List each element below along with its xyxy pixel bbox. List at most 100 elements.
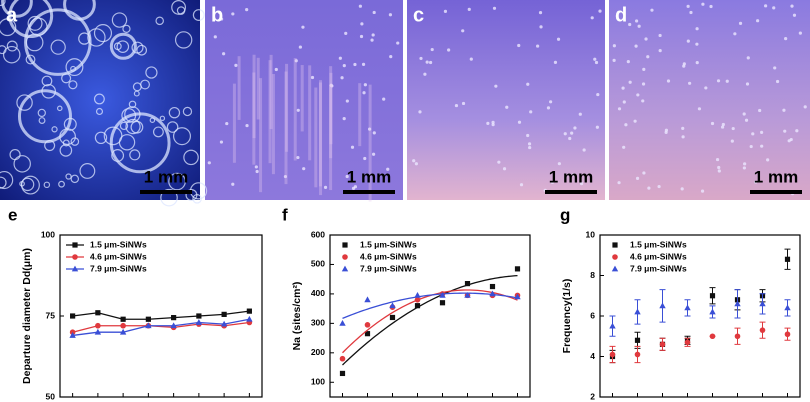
streak xyxy=(329,84,333,191)
data-point xyxy=(170,322,177,329)
nucleation-site xyxy=(738,21,743,26)
nucleation-site xyxy=(526,133,530,138)
nucleation-site xyxy=(529,110,533,114)
legend-marker xyxy=(341,265,349,272)
bubble xyxy=(136,44,148,56)
y-tick-label: 6 xyxy=(590,310,595,320)
data-point xyxy=(339,355,346,362)
bubble xyxy=(109,32,137,60)
streak xyxy=(237,56,241,120)
nucleation-site xyxy=(798,31,802,35)
data-point xyxy=(94,328,102,335)
nucleation-site xyxy=(388,13,393,17)
y-axis-label: Frequency(1/s) xyxy=(561,279,573,354)
legend-label: 7.9 μm-SiNWs xyxy=(630,263,687,273)
photo xyxy=(407,0,605,200)
nucleation-site xyxy=(222,52,226,56)
streak xyxy=(358,83,362,147)
data-point xyxy=(609,322,616,329)
bubble xyxy=(124,106,141,123)
bubble xyxy=(1,0,33,18)
data-point xyxy=(709,333,716,340)
nucleation-site xyxy=(717,165,721,170)
bubble xyxy=(129,149,141,161)
data-point xyxy=(684,304,691,311)
nucleation-site xyxy=(642,171,646,175)
bubble xyxy=(16,94,33,111)
nucleation-site xyxy=(298,45,302,49)
nucleation-site xyxy=(686,39,690,43)
nucleation-site xyxy=(721,122,725,127)
nucleation-site xyxy=(217,10,222,15)
legend-marker xyxy=(612,254,618,260)
data-point xyxy=(514,293,521,300)
legend-label: 1.5 μm-SiNWs xyxy=(630,239,687,249)
bubble xyxy=(38,117,46,124)
nucleation-site xyxy=(650,8,654,12)
streak xyxy=(368,84,372,202)
nucleation-site xyxy=(219,140,224,144)
nucleation-site xyxy=(646,55,650,59)
nucleation-site xyxy=(682,64,686,68)
nucleation-site xyxy=(710,121,715,126)
nucleation-site xyxy=(773,66,777,70)
nucleation-site xyxy=(342,64,346,68)
legend-marker xyxy=(342,242,348,248)
nucleation-site xyxy=(345,99,349,103)
nucleation-site xyxy=(731,126,735,131)
nucleation-site xyxy=(382,97,386,101)
data-point xyxy=(364,331,371,337)
nucleation-site xyxy=(764,4,768,8)
nucleation-site xyxy=(345,174,349,179)
bubble xyxy=(79,163,96,179)
scale-bar-label: 1 mm xyxy=(754,167,798,186)
fit-curve xyxy=(342,292,518,319)
bubble xyxy=(68,80,78,90)
data-point xyxy=(171,315,177,321)
data-point xyxy=(95,310,101,316)
data-point xyxy=(784,256,791,262)
panel-label: f xyxy=(282,205,288,224)
bubble xyxy=(50,39,66,55)
bubble xyxy=(62,139,70,147)
nucleation-site xyxy=(310,75,315,80)
nucleation-site xyxy=(695,42,699,46)
nucleation-site xyxy=(775,79,780,84)
scale-bar xyxy=(750,190,802,194)
nucleation-site xyxy=(245,8,249,12)
bubble xyxy=(13,155,31,173)
legend-marker xyxy=(71,265,79,272)
streak xyxy=(256,57,260,120)
nucleation-site xyxy=(329,83,333,87)
nucleation-site xyxy=(527,142,532,146)
nucleation-site xyxy=(595,125,599,129)
nucleation-site xyxy=(538,11,543,15)
legend-marker xyxy=(342,254,348,260)
nucleation-site xyxy=(579,181,584,186)
bubble xyxy=(122,24,131,33)
data-point xyxy=(414,297,421,303)
nucleation-site xyxy=(596,92,600,97)
nucleation-site xyxy=(234,63,238,67)
nucleation-site xyxy=(622,100,626,104)
nucleation-site xyxy=(572,173,576,177)
bubble xyxy=(103,126,123,146)
streak xyxy=(329,72,333,145)
data-point xyxy=(439,300,446,306)
nucleation-site xyxy=(788,176,792,180)
data-point xyxy=(95,322,101,329)
nucleation-site xyxy=(570,131,574,135)
bubble xyxy=(152,126,164,138)
nucleation-site xyxy=(733,32,737,36)
streak xyxy=(300,65,304,132)
bubble xyxy=(63,0,96,21)
bubble xyxy=(25,54,36,65)
data-point xyxy=(734,300,741,307)
nucleation-site xyxy=(573,126,577,130)
nucleation-site xyxy=(563,132,567,136)
nucleation-site xyxy=(296,155,300,160)
nucleation-site xyxy=(358,4,362,8)
bubble xyxy=(25,33,44,52)
bubble xyxy=(51,126,58,133)
panel-label: a xyxy=(6,4,18,26)
